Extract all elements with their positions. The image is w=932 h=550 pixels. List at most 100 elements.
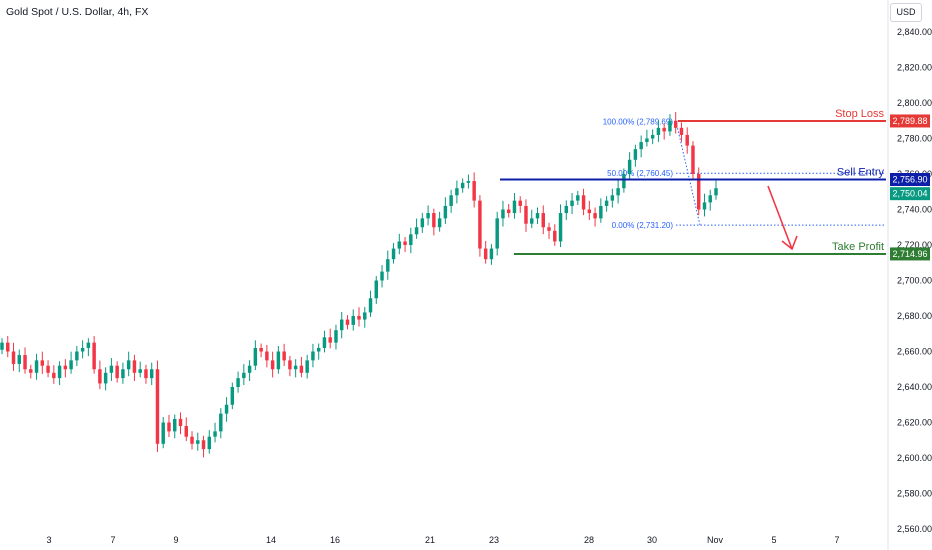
candle-body [29,369,33,373]
currency-button[interactable]: USD [890,3,922,22]
candle-body [639,142,643,150]
candle-body [437,218,442,228]
stop-loss-label: Stop Loss [835,108,884,120]
price-axis[interactable]: 2,840.002,820.002,800.002,780.002,760.00… [887,0,932,550]
candle-body [103,372,108,384]
candle-body [570,200,574,206]
candle-body [368,298,373,313]
candle-body [149,369,154,379]
candle-body [17,355,22,364]
candle-body [339,319,344,331]
candle-body [230,387,235,405]
candle-body [173,418,177,432]
candle-body [75,351,79,361]
candle-body [357,316,361,320]
price-tick-label: 2,660.00 [897,347,932,357]
candle-body [242,372,246,379]
candle-body [270,360,275,370]
candle-body [86,342,91,348]
candle-body [391,248,396,260]
time-tick-label: 7 [110,535,115,545]
candle-body [489,248,494,260]
price-tick-label: 2,700.00 [897,276,932,286]
fib-level-label: 0.00% (2,731.20) [612,221,674,230]
candle-body [288,360,292,370]
candle-body [178,418,183,427]
candle-body [708,195,712,203]
fib-level-label: 50.00% (2,760.45) [607,169,673,178]
candle-body [236,378,240,387]
time-tick-label: 7 [834,535,839,545]
candle-body [679,127,684,135]
candle-body [363,312,367,320]
candle-body [512,200,517,214]
candle-body [616,188,620,196]
price-tick-label: 2,620.00 [897,418,932,428]
candle-body [144,369,148,379]
candle-body [190,436,194,444]
candle-body [98,369,102,384]
candle-body [547,227,551,231]
trade-levels[interactable]: Stop Loss Sell Entry Take Profit [500,108,886,255]
candle-body [409,234,413,245]
price-tick-label: 2,640.00 [897,382,932,392]
candle-body [466,181,471,183]
candle-body [247,365,252,373]
price-tick-label: 2,740.00 [897,205,932,215]
chart-title: Gold Spot / U.S. Dollar, 4h, FX [6,6,149,18]
arrow-shaft [767,185,793,250]
candle-body [299,365,304,373]
price-tag-text: 2,714.96 [892,249,927,259]
candle-body [40,360,45,366]
candle-body [224,404,229,414]
candle-body [196,440,200,444]
candle-body [691,145,695,174]
candle-body [524,205,528,224]
projection-arrow[interactable] [767,185,798,251]
candle-body [63,365,68,370]
candle-body [80,347,85,352]
candle-body [599,205,603,219]
candle-body [52,372,56,379]
candle-body [714,188,718,196]
candle-body [328,337,332,343]
candle-body [219,413,223,432]
price-tag-text: 2,789.88 [892,116,927,126]
candle-body [662,127,666,132]
candle-body [351,316,355,325]
time-tick-label: 9 [173,535,178,545]
candle-body [374,280,379,299]
candle-body [506,209,511,214]
candle-body [0,342,4,350]
time-axis[interactable]: 3 7 9 14 16 21 23 28 30 Nov 5 7 [46,535,839,545]
candle-body [167,422,171,432]
candle-body [46,365,50,373]
candle-body [11,351,16,364]
price-tag-box [890,114,930,128]
price-tick-label: 2,720.00 [897,240,932,250]
candle-body [645,138,649,143]
candle-body [126,360,131,370]
candle-body [685,134,689,146]
candle-body [495,218,499,249]
candle-body [535,213,540,219]
time-tick-label: 3 [46,535,51,545]
fibonacci-retracement[interactable]: 100.00% (2,789.69) 50.00% (2,760.45) 0.00%… [603,117,886,230]
candle-body [259,347,263,352]
candle-body [426,213,430,219]
price-tick-label: 2,820.00 [897,63,932,73]
arrow-head [781,235,798,251]
price-tags: 2,789.88 2,756.90 2,714.96 2,750.04 [890,114,930,261]
candle-body [633,149,638,160]
candle-body [132,360,137,373]
candle-body [541,213,545,228]
time-tick-label: 5 [771,535,776,545]
candle-body [696,174,701,210]
candle-body [109,365,114,373]
candle-body [576,195,580,201]
candle-body [207,436,212,450]
candle-body [397,241,402,249]
candle-body [414,227,419,235]
candle-body [293,365,298,370]
